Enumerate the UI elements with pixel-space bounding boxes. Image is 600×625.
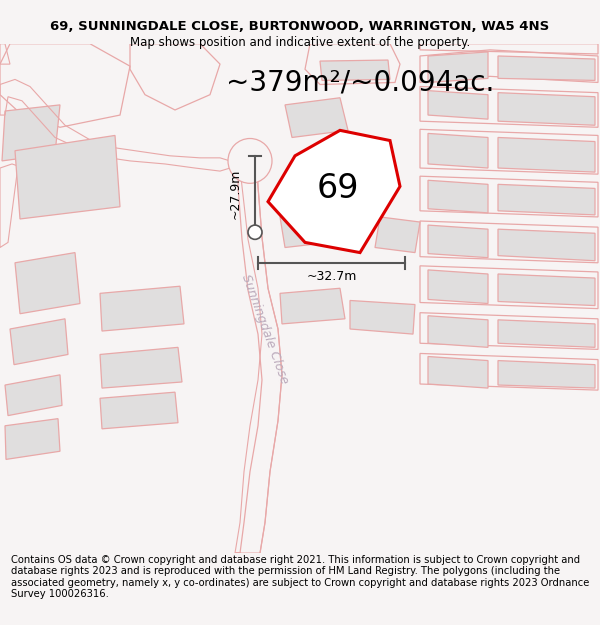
Polygon shape: [428, 316, 488, 348]
Polygon shape: [100, 392, 178, 429]
Polygon shape: [280, 288, 345, 324]
Polygon shape: [428, 225, 488, 258]
Polygon shape: [5, 419, 60, 459]
Circle shape: [228, 139, 272, 183]
Polygon shape: [15, 253, 80, 314]
Text: Map shows position and indicative extent of the property.: Map shows position and indicative extent…: [130, 36, 470, 49]
Polygon shape: [100, 286, 184, 331]
Polygon shape: [5, 375, 62, 416]
Polygon shape: [428, 270, 488, 304]
Circle shape: [248, 225, 262, 239]
Polygon shape: [15, 136, 120, 219]
Polygon shape: [498, 274, 595, 306]
Polygon shape: [10, 319, 68, 364]
Text: Sunningdale Close: Sunningdale Close: [239, 272, 291, 386]
Text: ~27.9m: ~27.9m: [229, 168, 241, 219]
Polygon shape: [280, 211, 330, 248]
Polygon shape: [428, 133, 488, 168]
Polygon shape: [428, 52, 488, 82]
Polygon shape: [498, 361, 595, 388]
Polygon shape: [2, 105, 60, 161]
Polygon shape: [100, 348, 182, 388]
Polygon shape: [320, 60, 390, 81]
Text: 69, SUNNINGDALE CLOSE, BURTONWOOD, WARRINGTON, WA5 4NS: 69, SUNNINGDALE CLOSE, BURTONWOOD, WARRI…: [50, 21, 550, 33]
Text: 69: 69: [317, 172, 359, 205]
Polygon shape: [498, 138, 595, 172]
Text: ~32.7m: ~32.7m: [307, 269, 357, 282]
Polygon shape: [498, 320, 595, 348]
Polygon shape: [285, 98, 348, 138]
Polygon shape: [498, 92, 595, 125]
Polygon shape: [498, 184, 595, 215]
Text: ~379m²/~0.094ac.: ~379m²/~0.094ac.: [226, 69, 494, 96]
Polygon shape: [498, 56, 595, 81]
Polygon shape: [428, 91, 488, 119]
Polygon shape: [498, 229, 595, 261]
Polygon shape: [350, 301, 415, 334]
Text: Contains OS data © Crown copyright and database right 2021. This information is : Contains OS data © Crown copyright and d…: [11, 554, 589, 599]
Polygon shape: [375, 217, 420, 252]
Polygon shape: [428, 356, 488, 388]
Polygon shape: [428, 180, 488, 213]
Polygon shape: [235, 146, 282, 553]
Polygon shape: [268, 131, 400, 253]
